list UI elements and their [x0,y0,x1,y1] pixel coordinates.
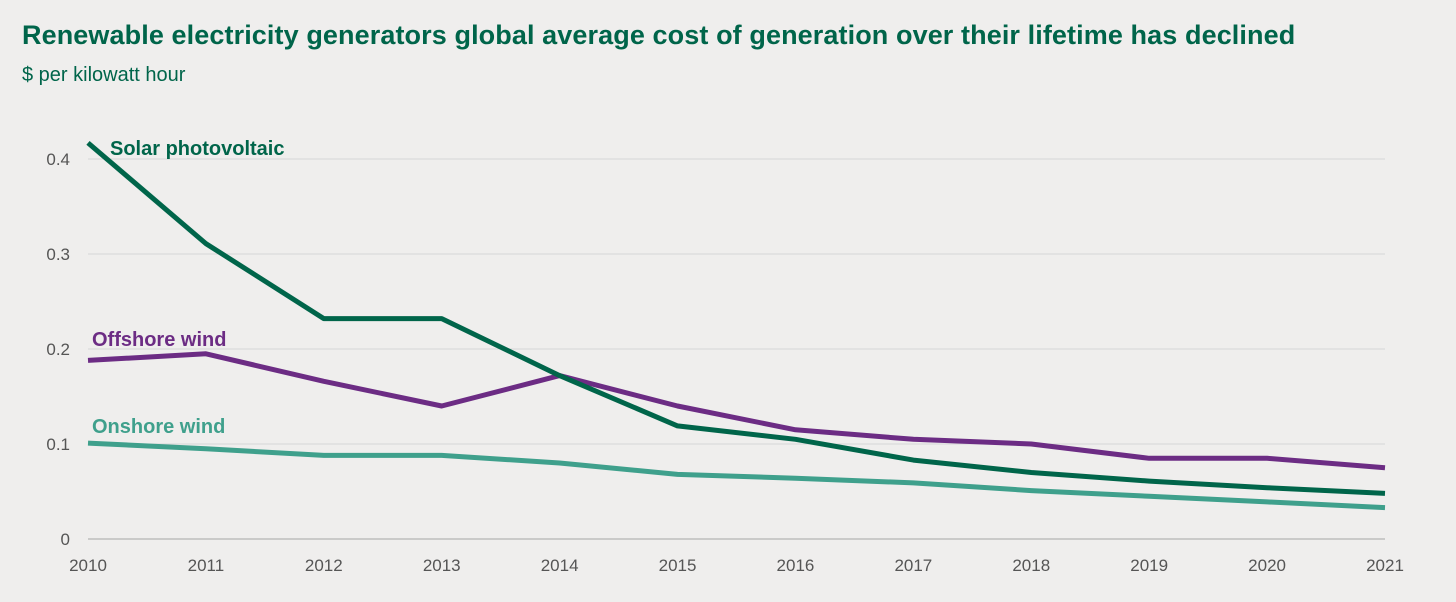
x-tick-label: 2013 [423,556,461,575]
series-lines [86,140,1386,511]
x-tick-label: 2012 [305,556,343,575]
chart-title: Renewable electricity generators global … [22,20,1296,50]
series-label-offshore-wind: Offshore wind [92,329,226,351]
chart-subtitle: $ per kilowatt hour [22,64,186,86]
x-tick-label: 2010 [69,556,107,575]
x-tick-label: 2014 [541,556,579,575]
series-line-onshore-wind [87,440,1386,511]
y-tick-label: 0.3 [46,245,70,264]
series-labels: Solar photovoltaic Offshore wind Onshore w… [92,138,284,438]
x-tick-label: 2021 [1366,556,1404,575]
x-tick-label: 2015 [659,556,697,575]
series-line-solar-photovoltaic [86,140,1386,496]
x-axis-ticks: 2010 2011 2012 2013 2014 2015 2016 2017 2018 2019… [69,556,1404,575]
y-axis-ticks: 0 0.1 0.2 0.3 0.4 [46,150,70,549]
y-tick-label: 0.2 [46,340,70,359]
y-tick-label: 0 [61,530,70,549]
x-tick-label: 2019 [1130,556,1168,575]
grid-layer [88,158,1385,540]
series-label-onshore-wind: Onshore wind [92,416,225,438]
series-label-solar-photovoltaic: Solar photovoltaic [110,138,284,160]
x-tick-label: 2011 [188,556,225,575]
y-tick-label: 0.4 [46,150,70,169]
y-tick-label: 0.1 [46,435,70,454]
x-tick-label: 2016 [777,556,815,575]
x-tick-label: 2018 [1012,556,1050,575]
x-tick-label: 2017 [894,556,932,575]
x-tick-label: 2020 [1248,556,1286,575]
series-line-offshore-wind [87,351,1386,471]
